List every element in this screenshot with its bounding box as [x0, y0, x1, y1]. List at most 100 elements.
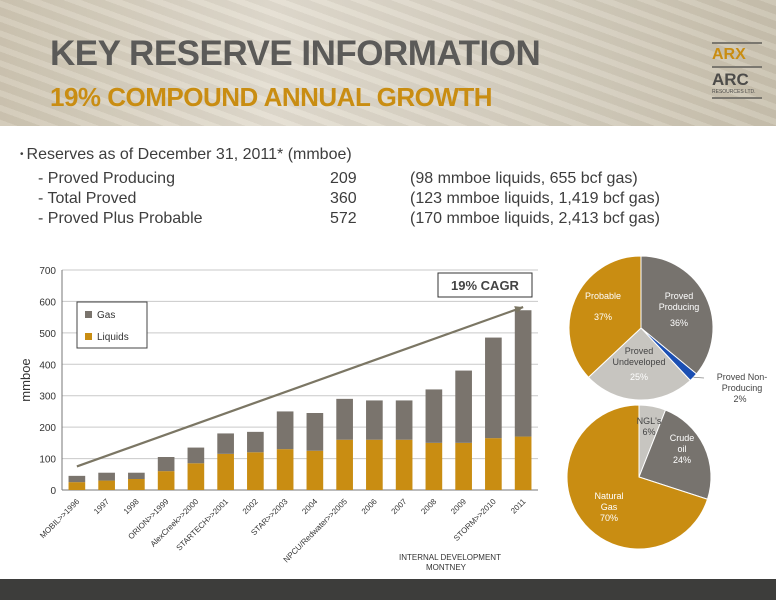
logo-divider [712, 42, 762, 44]
legend-swatch [85, 311, 92, 318]
bar-segment-gas [128, 472, 145, 479]
reserves-row-label: - Total Proved [38, 190, 137, 207]
reserves-row-detail: (123 mmboe liquids, 1,419 bcf gas) [410, 190, 660, 207]
reserves-category-pie: ProvedProducing36%Probable37%ProvedUndev… [568, 255, 768, 404]
y-tick-label: 500 [39, 329, 56, 340]
reserves-row-value: 360 [330, 190, 357, 207]
y-tick-label: 600 [39, 297, 56, 308]
y-tick-label: 0 [50, 486, 56, 497]
pie-label: 24% [673, 455, 691, 465]
reserves-row-detail: (170 mmboe liquids, 2,413 bcf gas) [410, 210, 660, 227]
bar-segment-liquids [514, 436, 532, 490]
reserves-row: - Total Proved 360 (123 mmboe liquids, 1… [20, 190, 720, 210]
reserves-heading: • Reserves as of December 31, 2011* (mmbo… [20, 146, 720, 164]
bar-segment-gas [187, 447, 205, 464]
arrowhead-icon [514, 306, 524, 314]
pie-label: oil [677, 444, 686, 454]
x-note-line1: INTERNAL DEVELOPMENT [399, 553, 501, 562]
bar-segment-liquids [217, 453, 234, 490]
bar-segment-liquids [485, 438, 502, 490]
bar-segment-liquids [395, 439, 413, 490]
bar-segment-gas [425, 389, 443, 443]
legend-label: Gas [97, 310, 115, 321]
bar-segment-gas [98, 472, 115, 481]
bar-segment-liquids [336, 439, 353, 490]
logo-arc: ARC [712, 70, 749, 89]
cagr-callout: 19% CAGR [451, 278, 520, 293]
bar-segment-gas [485, 337, 502, 439]
bar-segment-liquids [425, 442, 443, 490]
bar-segment-gas [247, 431, 264, 453]
cagr-callout-box [437, 272, 533, 298]
reserves-row: - Proved Plus Probable 572 (170 mmboe li… [20, 210, 720, 230]
bar-segment-gas [276, 411, 294, 450]
bar-segment-liquids [306, 450, 324, 490]
pie-label: Proved [625, 346, 654, 356]
legend-label: Liquids [97, 332, 129, 343]
reserves-row-label: - Proved Plus Probable [38, 210, 203, 227]
pie-slice [638, 409, 712, 500]
bar-segment-gas [395, 400, 413, 440]
bar-segment-gas [514, 310, 532, 437]
bar-segment-liquids [128, 479, 145, 490]
reserves-summary: • Reserves as of December 31, 2011* (mmbo… [20, 146, 720, 230]
y-axis-label: mmboe [18, 358, 33, 401]
bar-segment-liquids [157, 471, 175, 490]
bullet-icon: • [20, 149, 24, 160]
pie-label: Natural [594, 491, 623, 501]
pie-label: Producing [659, 302, 700, 312]
x-note-line2: MONTNEY [426, 563, 467, 572]
bar-segment-liquids [276, 449, 294, 490]
bar-segment-gas [217, 433, 234, 454]
pie-label: Producing [722, 383, 763, 393]
y-tick-label: 300 [39, 392, 56, 403]
pie-label: Undeveloped [612, 357, 665, 367]
y-tick-label: 100 [39, 455, 56, 466]
y-tick-label: 400 [39, 360, 56, 371]
reserves-row-value: 572 [330, 210, 357, 227]
pie-label: 36% [670, 318, 688, 328]
header-banner: KEY RESERVE INFORMATION 19% COMPOUND ANN… [0, 0, 776, 126]
logo-divider [712, 97, 762, 99]
logo-arx: ARX [712, 46, 746, 63]
pie-label: 70% [600, 513, 618, 523]
bar-segment-gas [306, 413, 324, 451]
bar-segment-liquids [98, 480, 115, 490]
pie-label: Proved [665, 291, 694, 301]
pie-label: Probable [585, 291, 621, 301]
logo-divider [712, 66, 762, 68]
bar-segment-gas [68, 475, 86, 483]
company-logo: ARX ARC RESOURCES LTD. [712, 40, 762, 101]
y-tick-label: 200 [39, 423, 56, 434]
legend-swatch [85, 333, 92, 340]
pie-label: 6% [642, 427, 655, 437]
pie-label: Crude [670, 433, 695, 443]
pie-label: 37% [594, 312, 612, 322]
pie-slice [568, 255, 642, 378]
footer-bar [0, 579, 776, 600]
reserves-heading-text: Reserves as of December 31, 2011* (mmboe… [26, 146, 352, 163]
pie-label: Gas [601, 502, 618, 512]
pie-label: Proved Non- [717, 372, 768, 382]
pie-label: 25% [630, 372, 648, 382]
bar-segment-liquids [68, 482, 86, 490]
bar-segment-gas [366, 400, 383, 440]
chart-legend [76, 301, 148, 349]
bar-segment-liquids [247, 452, 264, 490]
bar-segment-gas [157, 457, 175, 472]
bar-segment-gas [336, 398, 353, 440]
pie-label: 2% [733, 394, 746, 404]
bar-segment-gas [455, 370, 472, 443]
bar-segment-liquids [187, 463, 205, 490]
reserves-row-label: - Proved Producing [38, 170, 175, 187]
page-title: KEY RESERVE INFORMATION [50, 34, 541, 73]
reserves-row: - Proved Producing 209 (98 mmboe liquids… [20, 170, 720, 190]
pie-slice [587, 327, 691, 401]
reserves-row-value: 209 [330, 170, 357, 187]
bar-segment-liquids [366, 439, 383, 490]
y-tick-label: 700 [39, 266, 56, 277]
pie-label: NGL's [637, 416, 662, 426]
pie-leader-line [693, 376, 705, 379]
